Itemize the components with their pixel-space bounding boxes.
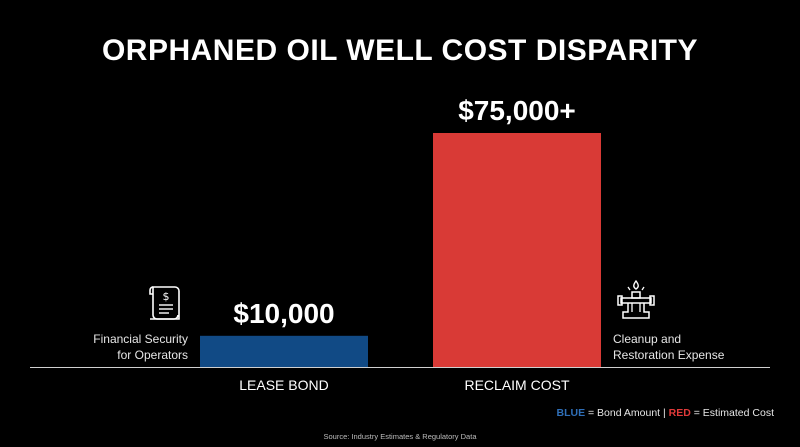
source-note: Source: Industry Estimates & Regulatory …: [323, 432, 477, 441]
reclaim-annotation-line-1: Cleanup and: [613, 332, 682, 346]
svg-text:$: $: [163, 290, 170, 303]
bar-lease-bond: [200, 335, 368, 367]
chart-title: ORPHANED OIL WELL COST DISPARITY: [101, 34, 699, 67]
legend-red-text: = Estimated Cost: [690, 407, 774, 419]
bar-reclaim-cost: [433, 133, 601, 367]
legend-blue-key: BLUE: [556, 407, 586, 419]
value-label-lease-bond: $10,000: [233, 298, 334, 329]
category-label-lease-bond: LEASE BOND: [239, 377, 328, 393]
legend: BLUE = Bond Amount | RED = Estimated Cos…: [556, 407, 774, 419]
value-label-reclaim-cost: $75,000+: [458, 95, 576, 126]
bond-annotation-line-1: Financial Security: [93, 332, 188, 346]
legend-red-key: RED: [668, 407, 691, 419]
legend-blue-text: = Bond Amount |: [585, 407, 669, 419]
bond-annotation-line-2: for Operators: [117, 348, 188, 362]
receipt-dollar-icon: $: [149, 286, 180, 320]
reclaim-annotation-line-2: Restoration Expense: [613, 348, 725, 362]
bond-annotation: Financial Security for Operators: [60, 331, 188, 363]
category-label-reclaim-cost: RECLAIM COST: [464, 377, 569, 393]
oil-well-pump-icon: [617, 279, 655, 319]
reclaim-annotation: Cleanup and Restoration Expense: [613, 331, 753, 363]
